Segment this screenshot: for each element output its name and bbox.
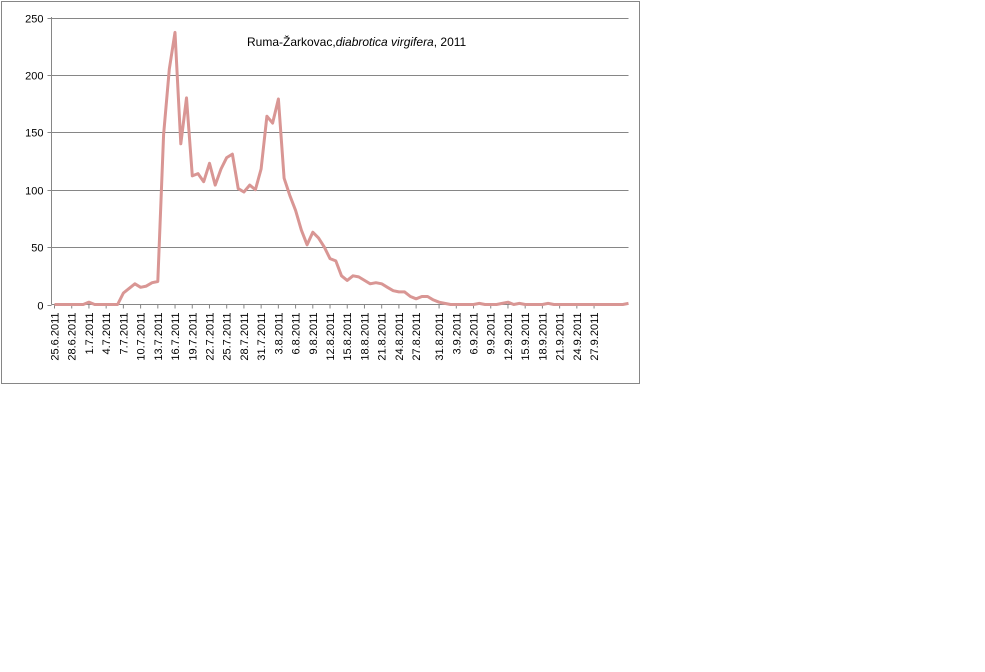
x-axis-ticks: 25.6.2011 28.6.2011 1.7.2011 4.7.2011 7.7.20… (50, 304, 601, 361)
x-tick-label: 6.9.2011 (469, 313, 481, 355)
x-tick-label: 27.8.2011 (411, 313, 423, 361)
x-tick-label: 15.9.2011 (520, 313, 532, 361)
x-tick-label: 4.7.2011 (101, 313, 113, 355)
x-tick-label: 7.7.2011 (118, 313, 130, 355)
x-tick-label: 18.8.2011 (359, 313, 371, 361)
x-tick-label: 24.9.2011 (572, 313, 584, 361)
x-tick-label: 31.8.2011 (434, 313, 446, 361)
chart-title: Ruma-Žarkovac,diabrotica virgifera, 2011 (247, 34, 467, 49)
series-group (54, 30, 629, 306)
y-axis-ticks: 0 50 100 150 200 250 (25, 14, 43, 313)
x-tick-label: 3.8.2011 (273, 313, 285, 355)
x-tick-label: 22.7.2011 (204, 313, 216, 361)
x-tick-label: 15.8.2011 (342, 313, 354, 361)
x-tick-label: 21.8.2011 (377, 313, 389, 361)
x-tick-label: 9.9.2011 (486, 313, 498, 355)
y-tick-label: 200 (25, 71, 43, 83)
x-tick-label: 25.6.2011 (50, 313, 62, 361)
x-tick-label: 25.7.2011 (222, 313, 234, 361)
x-tick-label: 31.7.2011 (256, 313, 268, 361)
chart-area: 0 50 100 150 200 250 25.6.2011 28.6.2011 1.7.20… (1, 1, 640, 384)
chart-title-species: diabrotica virgifera (336, 35, 434, 49)
y-tick-label: 150 (25, 128, 43, 140)
x-tick-label: 27.9.2011 (589, 313, 601, 361)
x-tick-label: 13.7.2011 (153, 313, 165, 361)
x-tick-label: 24.8.2011 (394, 313, 406, 361)
x-tick-label: 1.7.2011 (84, 313, 96, 355)
y-tick-label: 50 (31, 243, 43, 255)
y-tick-label: 0 (37, 301, 43, 313)
chart-title-part: Ruma-Žarkovac, (247, 34, 336, 49)
x-tick-label: 19.7.2011 (187, 313, 199, 361)
x-tick-label: 21.9.2011 (555, 313, 567, 361)
chart-title-part: , 2011 (434, 35, 467, 49)
gridlines (47, 18, 629, 306)
x-tick-label: 3.9.2011 (451, 313, 463, 355)
x-tick-label: 16.7.2011 (170, 313, 182, 361)
x-tick-label: 28.6.2011 (67, 313, 79, 361)
x-tick-label: 18.9.2011 (537, 313, 549, 361)
y-tick-label: 250 (25, 14, 43, 26)
x-tick-label: 12.8.2011 (325, 313, 337, 361)
x-tick-label: 28.7.2011 (239, 313, 251, 361)
y-tick-label: 100 (25, 186, 43, 198)
x-tick-label: 10.7.2011 (136, 313, 148, 361)
x-tick-label: 12.9.2011 (503, 313, 515, 361)
x-tick-label: 9.8.2011 (308, 313, 320, 355)
plot-axes (51, 17, 629, 305)
series-line (54, 30, 629, 306)
line-chart: 0 50 100 150 200 250 25.6.2011 28.6.2011 1.7.20… (25, 14, 629, 361)
x-tick-label: 6.8.2011 (291, 313, 303, 355)
